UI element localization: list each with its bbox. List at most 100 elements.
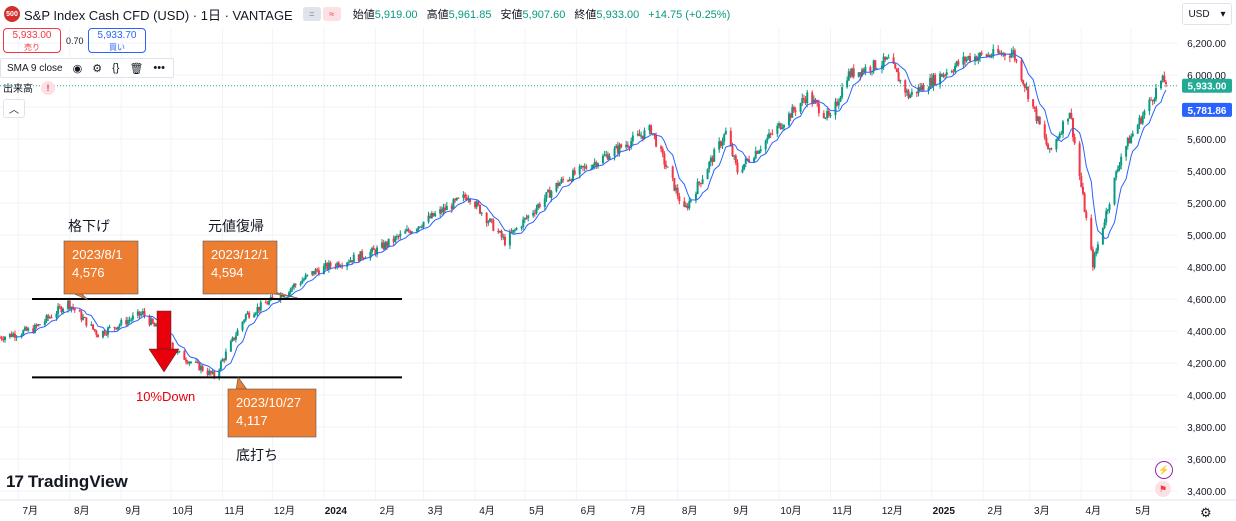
- drop-title: 格下げ: [68, 218, 110, 234]
- candle-body: [1140, 117, 1143, 124]
- eye-icon[interactable]: ◉: [72, 62, 83, 75]
- symbol-title[interactable]: S&P Index Cash CFD (USD) · 1日 · VANTAGE: [24, 7, 293, 23]
- delete-icon[interactable]: 🗑: [129, 62, 144, 75]
- candle-body: [1115, 171, 1118, 178]
- candle-body: [283, 295, 286, 298]
- candle-body: [13, 333, 16, 338]
- y-tick-label: 4,800.00: [1187, 263, 1226, 274]
- candle-body: [837, 101, 840, 106]
- candle-body: [254, 312, 257, 315]
- candle-body: [57, 306, 60, 314]
- candle-body: [590, 168, 593, 170]
- candle-body: [1131, 133, 1134, 137]
- candle-body: [555, 182, 558, 192]
- candle-body: [1151, 99, 1154, 102]
- settings-gear-icon[interactable]: ⚙: [1200, 505, 1212, 520]
- bottom-title: 底打ち: [236, 447, 278, 463]
- candle-body: [665, 164, 668, 167]
- candle-body: [1037, 116, 1040, 121]
- candle-body: [130, 319, 133, 321]
- tradingview-logo[interactable]: 17 TradingView: [6, 472, 128, 492]
- sell-button[interactable]: 5,933.00 売り: [3, 28, 61, 53]
- wave-icon[interactable]: ≈: [322, 7, 341, 21]
- y-tick-label: 4,400.00: [1187, 327, 1226, 338]
- candle-body: [241, 321, 244, 331]
- candle-body: [608, 156, 611, 160]
- candle-body: [523, 217, 526, 220]
- candle-body: [942, 74, 945, 77]
- candle-body: [221, 359, 224, 362]
- source-code-icon[interactable]: {}: [112, 62, 120, 74]
- ohlc-legend: 始値5,919.00 高値5,961.85 安値5,907.60 終値5,933…: [353, 6, 737, 22]
- candle-body: [543, 198, 546, 207]
- candle-body: [432, 212, 435, 217]
- candle-body: [70, 306, 73, 309]
- candle-body: [852, 68, 855, 77]
- candle-body: [709, 157, 712, 163]
- sma-layer: [16, 52, 1167, 373]
- candle-body: [804, 99, 807, 104]
- x-tick-label: 5月: [1135, 505, 1151, 517]
- y-tick-label: 5,200.00: [1187, 199, 1226, 210]
- candle-body: [1083, 193, 1086, 212]
- collapse-legend-button[interactable]: ︿: [3, 99, 25, 118]
- candle-body: [927, 88, 930, 91]
- chevron-up-icon: ︿: [9, 105, 19, 116]
- x-tick-label: 12月: [274, 505, 295, 517]
- currency-select[interactable]: USD ▾: [1182, 3, 1232, 25]
- candle-body: [613, 148, 616, 157]
- candle-body: [829, 115, 832, 117]
- candle-body: [294, 284, 297, 286]
- sma-tag-label: 5,781.86: [1188, 106, 1227, 117]
- candle-body: [264, 302, 267, 304]
- candle-body: [606, 154, 609, 160]
- candle-body: [324, 263, 327, 267]
- callout-recover-value: 4,594: [211, 265, 244, 280]
- candle-body: [756, 151, 759, 154]
- candle-body: [641, 135, 644, 139]
- candle-body: [643, 130, 646, 139]
- more-icon[interactable]: •••: [153, 62, 165, 74]
- candle-body: [243, 319, 246, 322]
- candle-body: [271, 296, 274, 299]
- candle-body: [1010, 53, 1013, 58]
- x-tick-label: 11月: [832, 505, 852, 517]
- candle-body: [78, 310, 81, 312]
- candle-body: [688, 201, 691, 209]
- callout-bottom-value: 4,117: [236, 413, 268, 428]
- candle-body: [847, 71, 850, 81]
- down-arrow-shaft: [156, 310, 172, 352]
- symbol-logo[interactable]: 500: [4, 6, 20, 22]
- candle-body: [415, 229, 418, 232]
- candle-body: [206, 370, 209, 375]
- settings-icon[interactable]: ⚙: [92, 62, 103, 75]
- candle-body: [945, 72, 948, 75]
- lightning-icon[interactable]: ⚡: [1155, 461, 1173, 479]
- candle-body: [861, 69, 864, 76]
- candle-body: [620, 144, 623, 148]
- x-tick-label: 9月: [733, 505, 749, 517]
- candle-body: [746, 158, 749, 160]
- candle-body: [336, 262, 339, 268]
- candle-body: [630, 141, 633, 148]
- candle-body: [82, 317, 85, 320]
- candle-body: [671, 166, 674, 178]
- candle-body: [259, 302, 262, 311]
- candle-body: [322, 266, 325, 275]
- candle-body: [1022, 80, 1025, 84]
- annotation-layer: 2023/8/1 4,576 2023/12/1 4,594 2023/10/27 4,1…: [63, 218, 317, 463]
- sma-indicator-row[interactable]: SMA 9 close ◉ ⚙ {} 🗑 •••: [0, 58, 174, 78]
- buy-button[interactable]: 5,933.70 買い: [88, 28, 146, 53]
- candle-body: [532, 212, 535, 216]
- equals-icon[interactable]: =: [302, 7, 321, 21]
- volume-indicator-row[interactable]: 出来高 !: [3, 80, 55, 95]
- flag-icon[interactable]: ⚑: [1155, 481, 1171, 497]
- warning-icon[interactable]: !: [41, 80, 55, 95]
- candle-body: [698, 181, 701, 184]
- candle-body: [47, 315, 50, 319]
- high-value: 5,961.85: [448, 9, 492, 21]
- tradingview-wordmark: TradingView: [27, 472, 128, 491]
- candle-body: [955, 61, 958, 66]
- candle-body: [869, 67, 872, 72]
